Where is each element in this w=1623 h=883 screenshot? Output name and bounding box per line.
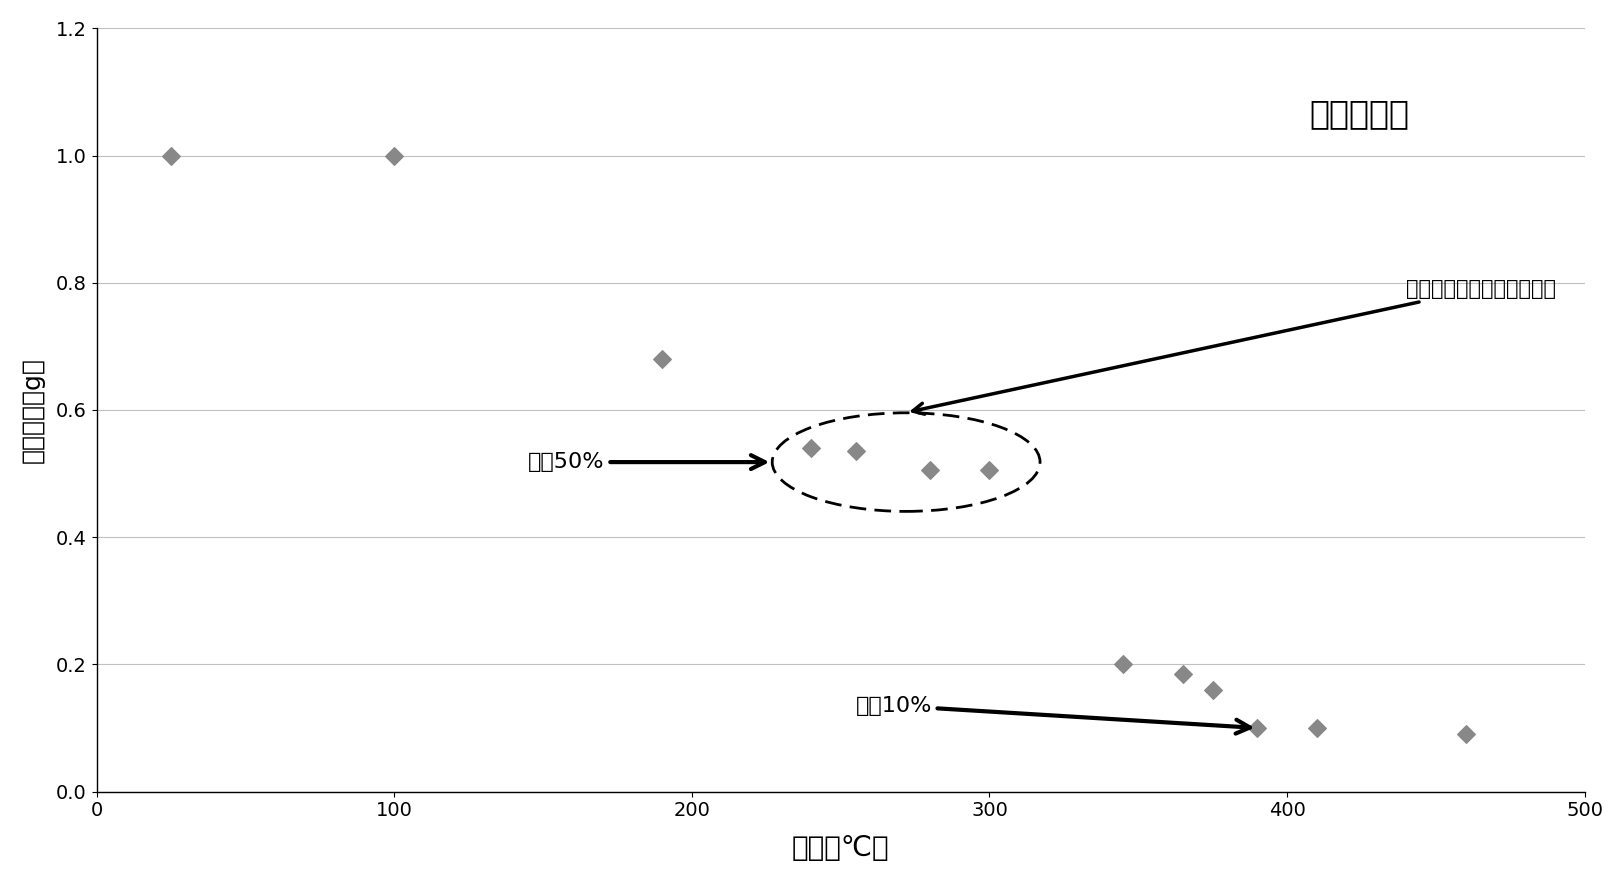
Point xyxy=(1169,667,1195,681)
Text: 减屑50%: 减屑50% xyxy=(527,452,764,472)
Text: 没有催化剂: 没有催化剂 xyxy=(1308,97,1409,130)
Point xyxy=(649,352,675,366)
Point xyxy=(1451,728,1477,742)
Y-axis label: 尿素质量（g）: 尿素质量（g） xyxy=(21,357,45,463)
Point xyxy=(1110,657,1136,671)
Point xyxy=(157,148,183,162)
Point xyxy=(381,148,407,162)
Point xyxy=(797,441,823,455)
Point xyxy=(975,464,1001,478)
Point xyxy=(1199,683,1225,697)
Point xyxy=(917,464,943,478)
Text: 三聚氯酸和三聚氯酸一酰胺: 三聚氯酸和三聚氯酸一酰胺 xyxy=(912,279,1555,414)
X-axis label: 温度（℃）: 温度（℃） xyxy=(792,834,889,862)
Point xyxy=(1243,721,1269,735)
Point xyxy=(842,444,868,458)
Point xyxy=(1303,721,1329,735)
Text: 残伉10%: 残伉10% xyxy=(855,696,1250,734)
